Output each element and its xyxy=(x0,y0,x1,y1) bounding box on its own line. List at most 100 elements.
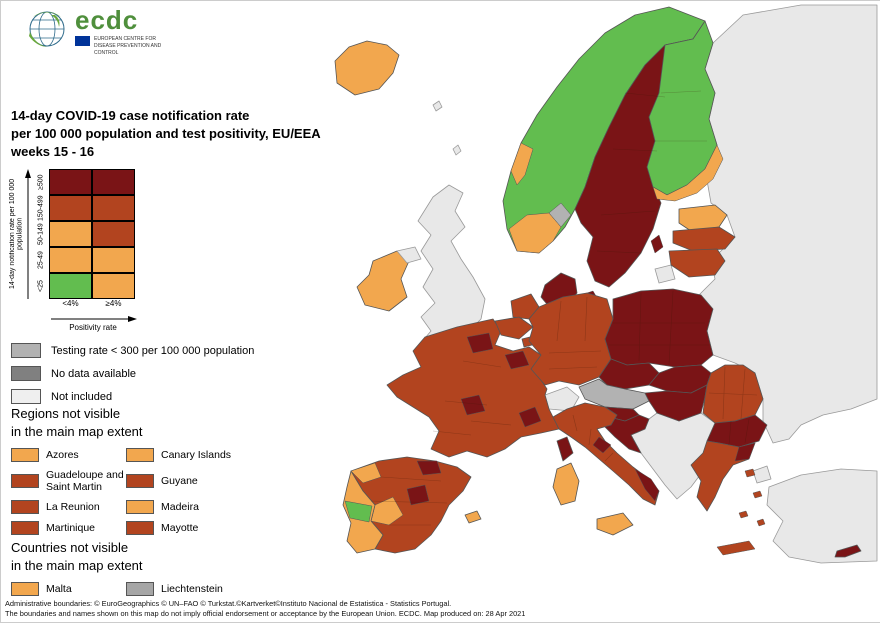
map-country-ireland xyxy=(356,250,410,312)
map-country-poland xyxy=(604,288,714,368)
ecdc-globe-icon xyxy=(29,11,65,47)
country-item-label: Liechtenstein xyxy=(161,583,223,596)
legend-matrix-col-labels: <4% ≥4% xyxy=(49,299,137,312)
map-region-portugal-south xyxy=(344,500,373,523)
regions-section-title-line2: in the main map extent xyxy=(11,423,143,439)
legend-matrix-cell xyxy=(49,169,92,195)
map-country-germany xyxy=(528,292,614,386)
map-region-sardinia xyxy=(552,462,580,506)
legend-swatch xyxy=(126,500,154,515)
map-title-line2: per 100 000 population and test positivi… xyxy=(11,126,321,142)
footer-line1: Administrative boundaries: © EuroGeograp… xyxy=(5,599,452,608)
region-item-la-reunion: La Reunion xyxy=(11,500,126,515)
legend-swatch xyxy=(11,582,39,597)
map-footer: Administrative boundaries: © EuroGeograp… xyxy=(5,599,877,619)
legend-item-not-included: Not included xyxy=(11,389,254,404)
region-item-martinique: Martinique xyxy=(11,521,126,536)
region-item-guyane: Guyane xyxy=(126,469,244,493)
map-region-northern-ireland xyxy=(396,246,422,264)
legend-matrix: 14-day notification rate per 100 000 pop… xyxy=(9,169,137,335)
countries-section-title-line2: in the main map extent xyxy=(11,557,143,573)
legend-matrix-col-label: <4% xyxy=(62,299,79,308)
region-item-label: Guadeloupe and Saint Martin xyxy=(46,469,124,494)
map-country-iceland xyxy=(334,40,400,96)
legend-matrix-x-axis-arrow xyxy=(49,312,137,323)
region-item-label: Martinique xyxy=(46,522,96,535)
legend-item-testing-rate: Testing rate < 300 per 100 000 populatio… xyxy=(11,343,254,358)
map-region-france-paris xyxy=(466,332,494,354)
legend-swatch xyxy=(11,366,41,381)
map-region-shetland xyxy=(452,144,462,156)
region-item-azores: Azores xyxy=(11,448,126,463)
regions-section-title: Regions not visible in the main map exte… xyxy=(11,405,246,440)
ecdc-logo: ecdc European Centre for Disease Prevent… xyxy=(25,7,166,56)
legend-matrix-row-labels: ≥500 150-499 50-149 25-49 <25 xyxy=(33,169,49,299)
legend-matrix-cell xyxy=(92,169,135,195)
map-region-spain-north xyxy=(416,460,442,476)
legend-item-no-data: No data available xyxy=(11,366,254,381)
legend-matrix-y-axis-label: 14-day notification rate per 100 000 pop… xyxy=(9,178,24,290)
legend-swatch xyxy=(11,474,39,489)
legend-swatch xyxy=(126,474,154,489)
region-item-mayotte: Mayotte xyxy=(126,521,244,536)
map-country-cyprus xyxy=(834,544,862,558)
map-title-line1: 14-day COVID-19 case notification rate xyxy=(11,108,250,123)
region-item-madeira: Madeira xyxy=(126,500,244,515)
legend-swatch xyxy=(126,448,154,463)
map-country-latvia xyxy=(672,226,736,252)
legend-swatch xyxy=(11,500,39,515)
map-region-finland-south xyxy=(652,144,724,202)
legend-matrix-x-axis-label: Positivity rate xyxy=(69,323,117,332)
map-region-italy-heel xyxy=(634,468,660,502)
map-region-spain-northwest xyxy=(350,462,382,484)
region-item-label: Madeira xyxy=(161,501,199,514)
region-item-label: Azores xyxy=(46,449,79,462)
map-region-aegean-islands xyxy=(738,468,766,527)
countries-section-title-line1: Countries not visible xyxy=(11,540,129,555)
map-region-norway-coast xyxy=(510,142,534,186)
region-item-canary-islands: Canary Islands xyxy=(126,448,244,463)
legend-matrix-cell xyxy=(92,273,135,299)
regions-not-visible-section: Regions not visible in the main map exte… xyxy=(11,405,246,536)
map-region-sicily xyxy=(596,512,634,536)
map-title-line3: weeks 15 - 16 xyxy=(11,144,95,160)
legend-matrix-y-axis-arrow xyxy=(23,169,33,299)
map-region-france-center xyxy=(460,394,486,416)
map-region-corsica xyxy=(556,436,574,462)
legend-matrix-row-label: ≥500 xyxy=(37,174,45,190)
legend-matrix-row-label: <25 xyxy=(37,280,45,292)
map-region-france-northeast xyxy=(504,350,530,370)
legend-swatch xyxy=(126,582,154,597)
legend-matrix-cell xyxy=(49,273,92,299)
countries-section-title: Countries not visible in the main map ex… xyxy=(11,539,246,574)
country-item-malta: Malta xyxy=(11,582,126,597)
map-internal-region-borders xyxy=(370,90,758,526)
map-region-greece-northeast xyxy=(734,442,756,462)
legend-item-label: Not included xyxy=(51,390,113,403)
map-country-belgium xyxy=(494,316,534,340)
legend-swatch xyxy=(11,448,39,463)
map-region-turkey-nw xyxy=(752,465,772,484)
map-title: 14-day COVID-19 case notification rate p… xyxy=(11,107,321,162)
map-region-kaliningrad xyxy=(654,264,676,284)
eu-flag-icon xyxy=(75,36,90,46)
legend-item-label: Testing rate < 300 per 100 000 populatio… xyxy=(51,344,255,357)
country-item-label: Malta xyxy=(46,583,72,596)
legend-matrix-cell xyxy=(92,247,135,273)
legend-matrix-cells xyxy=(49,169,137,299)
legend-swatch xyxy=(11,389,41,404)
map-country-lithuania xyxy=(668,248,726,278)
legend-matrix-cell xyxy=(92,195,135,221)
region-item-label: Canary Islands xyxy=(161,449,232,462)
regions-list: Azores Canary Islands Guadeloupe and Sai… xyxy=(11,448,246,536)
legend-matrix-cell xyxy=(49,247,92,273)
legend-matrix-cell xyxy=(49,195,92,221)
legend-matrix-cell xyxy=(49,221,92,247)
map-region-crete xyxy=(716,540,756,556)
countries-list: Malta Liechtenstein xyxy=(11,582,246,597)
ecdc-logo-subtext: European Centre for Disease Prevention a… xyxy=(94,36,162,56)
ecdc-logo-text: ecdc xyxy=(75,5,139,35)
legend-matrix-cell xyxy=(92,221,135,247)
legend-matrix-row-label: 25-49 xyxy=(37,251,45,269)
